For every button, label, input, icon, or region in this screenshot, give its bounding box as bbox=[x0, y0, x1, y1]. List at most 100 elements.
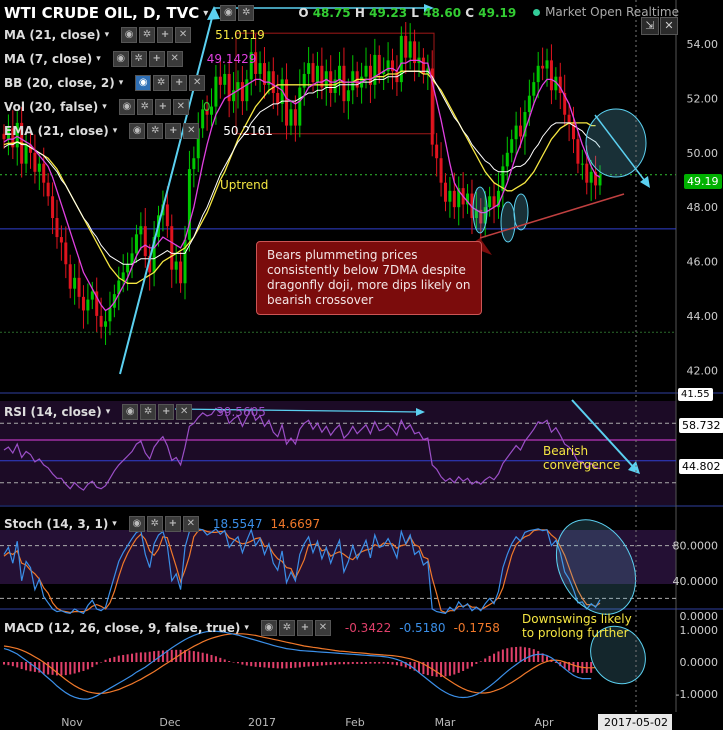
remove-icon[interactable]: ✕ bbox=[176, 404, 193, 420]
price-tick-label: 42.00 bbox=[687, 364, 719, 377]
remove-icon[interactable]: ✕ bbox=[189, 75, 206, 91]
gear-icon[interactable]: ✲ bbox=[153, 75, 170, 91]
macd-hist-bar bbox=[60, 662, 63, 676]
ohlc-readout: O 48.75 H 49.23 L 48.60 C 49.19 bbox=[298, 6, 516, 20]
macd-hist-bar bbox=[263, 662, 266, 668]
candle-body bbox=[51, 196, 55, 219]
macd-hist-bar bbox=[417, 662, 420, 673]
gear-icon[interactable]: ✲ bbox=[139, 27, 156, 43]
legend-ma7[interactable]: MA (7, close) ▾ ◉ ✲ + ✕ 49.1429 bbox=[4, 51, 257, 67]
close-icon[interactable]: ✕ bbox=[660, 17, 678, 35]
stoch-tick-label: 0.0000 bbox=[680, 610, 719, 623]
candle-body bbox=[585, 163, 589, 183]
candle-body bbox=[315, 65, 319, 83]
candle-body bbox=[594, 171, 598, 186]
gear-icon[interactable]: ✲ bbox=[147, 123, 164, 139]
add-icon[interactable]: + bbox=[158, 404, 175, 420]
macd-hist-bar bbox=[197, 651, 200, 662]
candle-body bbox=[11, 128, 15, 148]
add-icon[interactable]: + bbox=[164, 516, 181, 532]
macd-hist-bar bbox=[395, 662, 398, 666]
legend-stoch[interactable]: Stoch (14, 3, 1) ▾ ◉ ✲ + ✕ 18.5547 14.6697 bbox=[4, 516, 321, 532]
gear-icon[interactable]: ✲ bbox=[278, 620, 295, 636]
macd-hist-bar bbox=[192, 651, 195, 662]
macd-hist-bar bbox=[153, 651, 156, 662]
legend-macd[interactable]: MACD (12, 26, close, 9, false, true) ▾ ◉ ✲… bbox=[4, 620, 500, 636]
eye-icon[interactable]: ◉ bbox=[129, 123, 146, 139]
macd-hist-bar bbox=[576, 662, 579, 673]
eye-icon[interactable]: ◉ bbox=[260, 620, 277, 636]
add-icon[interactable]: + bbox=[148, 51, 165, 67]
remove-icon[interactable]: ✕ bbox=[182, 516, 199, 532]
macd-hist-bar bbox=[104, 659, 107, 662]
eye-icon[interactable]: ◉ bbox=[220, 5, 237, 21]
settings-icon[interactable]: ⇲ bbox=[641, 17, 659, 35]
eye-icon[interactable]: ◉ bbox=[112, 51, 129, 67]
market-status: Market Open Realtime bbox=[533, 5, 679, 19]
candle-body bbox=[37, 163, 41, 172]
candle-body bbox=[408, 41, 412, 58]
gear-icon[interactable]: ✲ bbox=[146, 516, 163, 532]
add-icon[interactable]: + bbox=[157, 27, 174, 43]
candle-body bbox=[346, 90, 350, 102]
down-arrow-head bbox=[640, 176, 650, 188]
add-icon[interactable]: + bbox=[165, 123, 182, 139]
candle-body bbox=[483, 207, 487, 224]
candle-body bbox=[598, 174, 602, 186]
remove-icon[interactable]: ✕ bbox=[172, 99, 189, 115]
remove-icon[interactable]: ✕ bbox=[314, 620, 331, 636]
price-tick-label: 44.00 bbox=[687, 310, 719, 323]
title-buttons: ◉ ✲ bbox=[220, 5, 255, 21]
ema-value: 50.2161 bbox=[223, 124, 273, 138]
add-icon[interactable]: + bbox=[171, 75, 188, 91]
macd-tick-label: 1.0000 bbox=[680, 624, 719, 637]
gear-icon[interactable]: ✲ bbox=[140, 404, 157, 420]
remove-icon[interactable]: ✕ bbox=[175, 27, 192, 43]
macd-hist-bar bbox=[117, 655, 120, 662]
add-icon[interactable]: + bbox=[296, 620, 313, 636]
remove-icon[interactable]: ✕ bbox=[166, 51, 183, 67]
eye-icon[interactable]: ◉ bbox=[128, 516, 145, 532]
macd-hist-bar bbox=[510, 647, 513, 662]
legend-bb[interactable]: BB (20, close, 2) ▾ ◉ ✲ + ✕ bbox=[4, 75, 206, 91]
gear-icon[interactable]: ✲ bbox=[130, 51, 147, 67]
candle-body bbox=[28, 144, 32, 153]
symbol-title[interactable]: WTI CRUDE OIL, D, TVC bbox=[4, 4, 200, 22]
candle-body bbox=[457, 188, 461, 208]
candle-body bbox=[532, 82, 536, 96]
candle-body bbox=[505, 152, 509, 167]
remove-icon[interactable]: ✕ bbox=[183, 123, 200, 139]
highlight-ellipse bbox=[513, 193, 529, 231]
eye-icon[interactable]: ◉ bbox=[121, 27, 138, 43]
gear-icon[interactable]: ✲ bbox=[136, 99, 153, 115]
candle-body bbox=[126, 264, 130, 273]
gear-icon[interactable]: ✲ bbox=[238, 5, 255, 21]
candle-body bbox=[174, 261, 178, 270]
candle-body bbox=[214, 76, 218, 107]
add-icon[interactable]: + bbox=[154, 99, 171, 115]
macd-hist-bar bbox=[479, 661, 482, 662]
candle-body bbox=[201, 109, 205, 129]
candle-body bbox=[421, 57, 425, 74]
eye-icon[interactable]: ◉ bbox=[118, 99, 135, 115]
candle-body bbox=[386, 60, 390, 72]
macd-hist-bar bbox=[342, 662, 345, 665]
legend-ema[interactable]: EMA (21, close) ▾ ◉ ✲ + ✕ 50.2161 bbox=[4, 123, 273, 139]
candle-body bbox=[258, 63, 262, 74]
x-date-tag: 2017-05-02 bbox=[604, 716, 668, 729]
candle-body bbox=[549, 60, 553, 91]
eye-icon[interactable]: ◉ bbox=[135, 75, 152, 91]
eye-icon[interactable]: ◉ bbox=[122, 404, 139, 420]
macd-hist-bar bbox=[144, 652, 147, 662]
macd-hist-bar bbox=[413, 662, 416, 671]
legend-rsi[interactable]: RSI (14, close) ▾ ◉ ✲ + ✕ 39.5605 bbox=[4, 404, 266, 420]
symbol-dropdown-icon[interactable]: ▾ bbox=[203, 7, 209, 19]
stoch-tick-label: 80.0000 bbox=[673, 540, 719, 553]
macd-hist-bar bbox=[528, 647, 531, 662]
macd-hist-bar bbox=[108, 658, 111, 662]
legend-vol[interactable]: Vol (20, false) ▾ ◉ ✲ + ✕ 0 bbox=[4, 99, 211, 115]
macd-hist-bar bbox=[484, 658, 487, 662]
rsi-line bbox=[3, 406, 601, 491]
legend-ma21[interactable]: MA (21, close) ▾ ◉ ✲ + ✕ 51.0119 bbox=[4, 27, 265, 43]
